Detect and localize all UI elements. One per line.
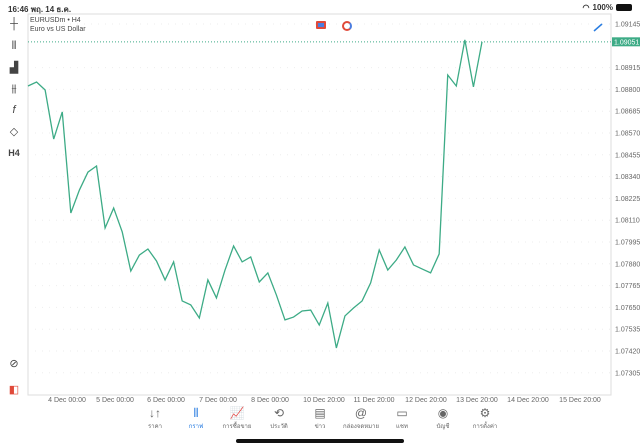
battery-text: 100% bbox=[592, 3, 613, 12]
nav-tab-1[interactable]: ⫴ กราฟ bbox=[171, 405, 221, 431]
date: พฤ. 14 ธ.ค. bbox=[30, 5, 72, 14]
status-bar: 16:46 พฤ. 14 ธ.ค. ◠ 100% bbox=[0, 0, 640, 14]
nav-tab-2[interactable]: 📈 การซื้อขาย bbox=[212, 405, 262, 431]
symbol-info: EURUSDm • H4 Euro vs US Dollar bbox=[30, 16, 86, 34]
nav-tab-3[interactable]: ⟲ ประวัติ bbox=[254, 405, 304, 431]
status-time: 16:46 พฤ. 14 ธ.ค. bbox=[8, 3, 71, 16]
zoom-chart-icon[interactable]: ⊘ bbox=[9, 358, 19, 370]
nav-icon: ↓↑ bbox=[149, 406, 161, 420]
nav-label: ราคา bbox=[148, 424, 162, 430]
y-tick-label: 1.08110 bbox=[615, 218, 640, 225]
nav-label: การตั้งค่า bbox=[472, 424, 498, 430]
battery-icon bbox=[616, 4, 632, 11]
y-tick-label: 1.07650 bbox=[615, 305, 640, 312]
y-tick-label: 1.07535 bbox=[615, 327, 640, 334]
current-price-badge bbox=[612, 37, 640, 47]
y-tick-label: 1.08800 bbox=[615, 87, 640, 94]
nav-icon: ▭ bbox=[396, 406, 408, 420]
nav-label: กล่องจดหมาย bbox=[342, 424, 380, 430]
indicators-icon[interactable]: ▟ bbox=[9, 62, 19, 74]
nav-label: กราฟ bbox=[188, 424, 204, 430]
x-tick-label: 7 Dec 00:00 bbox=[199, 397, 237, 404]
nav-tab-6[interactable]: ▭ แชท bbox=[377, 405, 427, 431]
nav-tab-0[interactable]: ↓↑ ราคา bbox=[130, 405, 180, 431]
nav-icon: ⟲ bbox=[273, 406, 285, 420]
timeframe-button[interactable]: H4 bbox=[8, 148, 20, 158]
y-tick-label: 1.07765 bbox=[615, 283, 640, 290]
price-chart[interactable]: 1.09145 1.08915 1.08800 1.08685 1.08570 1.084… bbox=[0, 0, 640, 405]
shapes-icon[interactable]: ◇ bbox=[9, 126, 19, 138]
y-tick-label: 1.08570 bbox=[615, 131, 640, 138]
y-tick-label: 1.08225 bbox=[615, 196, 640, 203]
candlestick-icon[interactable]: ⫴ bbox=[11, 40, 17, 52]
nav-icon: ◉ bbox=[437, 406, 449, 420]
trade-circle-icon[interactable] bbox=[342, 21, 352, 31]
nav-icon: 📈 bbox=[229, 406, 245, 420]
nav-label: ประวัติ bbox=[270, 424, 288, 430]
x-tick-label: 4 Dec 00:00 bbox=[48, 397, 86, 404]
nav-icon: ⫴ bbox=[193, 406, 199, 420]
plot-frame bbox=[27, 13, 612, 396]
x-tick-label: 13 Dec 20:00 bbox=[456, 397, 498, 404]
y-tick-label: 1.07420 bbox=[615, 349, 640, 356]
x-tick-label: 11 Dec 20:00 bbox=[353, 397, 394, 404]
home-indicator bbox=[236, 439, 404, 443]
nav-label: บัญชี bbox=[436, 424, 450, 430]
nav-tab-4[interactable]: ▤ ข่าว bbox=[295, 405, 345, 431]
x-tick-label: 10 Dec 20:00 bbox=[303, 397, 345, 404]
x-tick-label: 8 Dec 00:00 bbox=[251, 397, 289, 404]
nav-tab-5[interactable]: @ กล่องจดหมาย bbox=[336, 405, 386, 431]
y-tick-label: 1.08685 bbox=[615, 109, 640, 116]
y-tick-label: 1.08915 bbox=[615, 65, 640, 72]
x-tick-label: 15 Dec 20:00 bbox=[559, 397, 601, 404]
wifi-icon: ◠ bbox=[582, 3, 590, 12]
nav-icon: ⚙ bbox=[479, 406, 491, 420]
sell-buy-button-icon[interactable] bbox=[316, 21, 326, 29]
y-tick-label: 1.07305 bbox=[615, 370, 640, 377]
time: 16:46 bbox=[8, 5, 29, 14]
nav-tab-8[interactable]: ⚙ การตั้งค่า bbox=[460, 405, 510, 431]
function-icon[interactable]: f bbox=[12, 104, 16, 116]
symbol-description: Euro vs US Dollar bbox=[30, 26, 86, 33]
nav-tab-7[interactable]: ◉ บัญชี bbox=[418, 405, 468, 431]
settings-sliders-icon[interactable]: ⫵ bbox=[11, 83, 17, 95]
nav-label: ข่าว bbox=[314, 424, 326, 430]
x-tick-label: 6 Dec 00:00 bbox=[147, 397, 185, 404]
symbol-name[interactable]: EURUSDm • H4 bbox=[30, 17, 81, 24]
left-toolbar: ┼ ⫴ ▟ ⫵ f ◇ H4 ⊘ ◧ bbox=[0, 14, 28, 396]
bottom-nav: ↓↑ ราคา ⫴ กราฟ 📈 การซื้อขาย ⟲ ประวัติ ▤ ข่าว @ กล่อ… bbox=[0, 405, 640, 435]
nav-label: การซื้อขาย bbox=[222, 424, 252, 430]
nav-label: แชท bbox=[396, 424, 408, 430]
y-tick-label: 1.09145 bbox=[615, 22, 640, 29]
crosshair-icon[interactable]: ┼ bbox=[10, 18, 18, 30]
current-price-label: 1.09051 bbox=[614, 39, 639, 46]
nav-icon: @ bbox=[354, 406, 368, 420]
price-series-line bbox=[27, 39, 483, 349]
x-tick-label: 5 Dec 00:00 bbox=[96, 397, 134, 404]
x-tick-label: 14 Dec 20:00 bbox=[507, 397, 549, 404]
y-tick-label: 1.08455 bbox=[615, 152, 640, 159]
y-tick-label: 1.07995 bbox=[615, 240, 640, 247]
nav-icon: ▤ bbox=[314, 406, 326, 420]
one-click-trading-icon[interactable]: ◧ bbox=[8, 384, 20, 396]
drawing-tool-icon[interactable] bbox=[593, 23, 603, 32]
y-tick-label: 1.07880 bbox=[615, 261, 640, 268]
x-tick-label: 12 Dec 20:00 bbox=[405, 397, 447, 404]
y-tick-label: 1.08340 bbox=[615, 174, 640, 181]
